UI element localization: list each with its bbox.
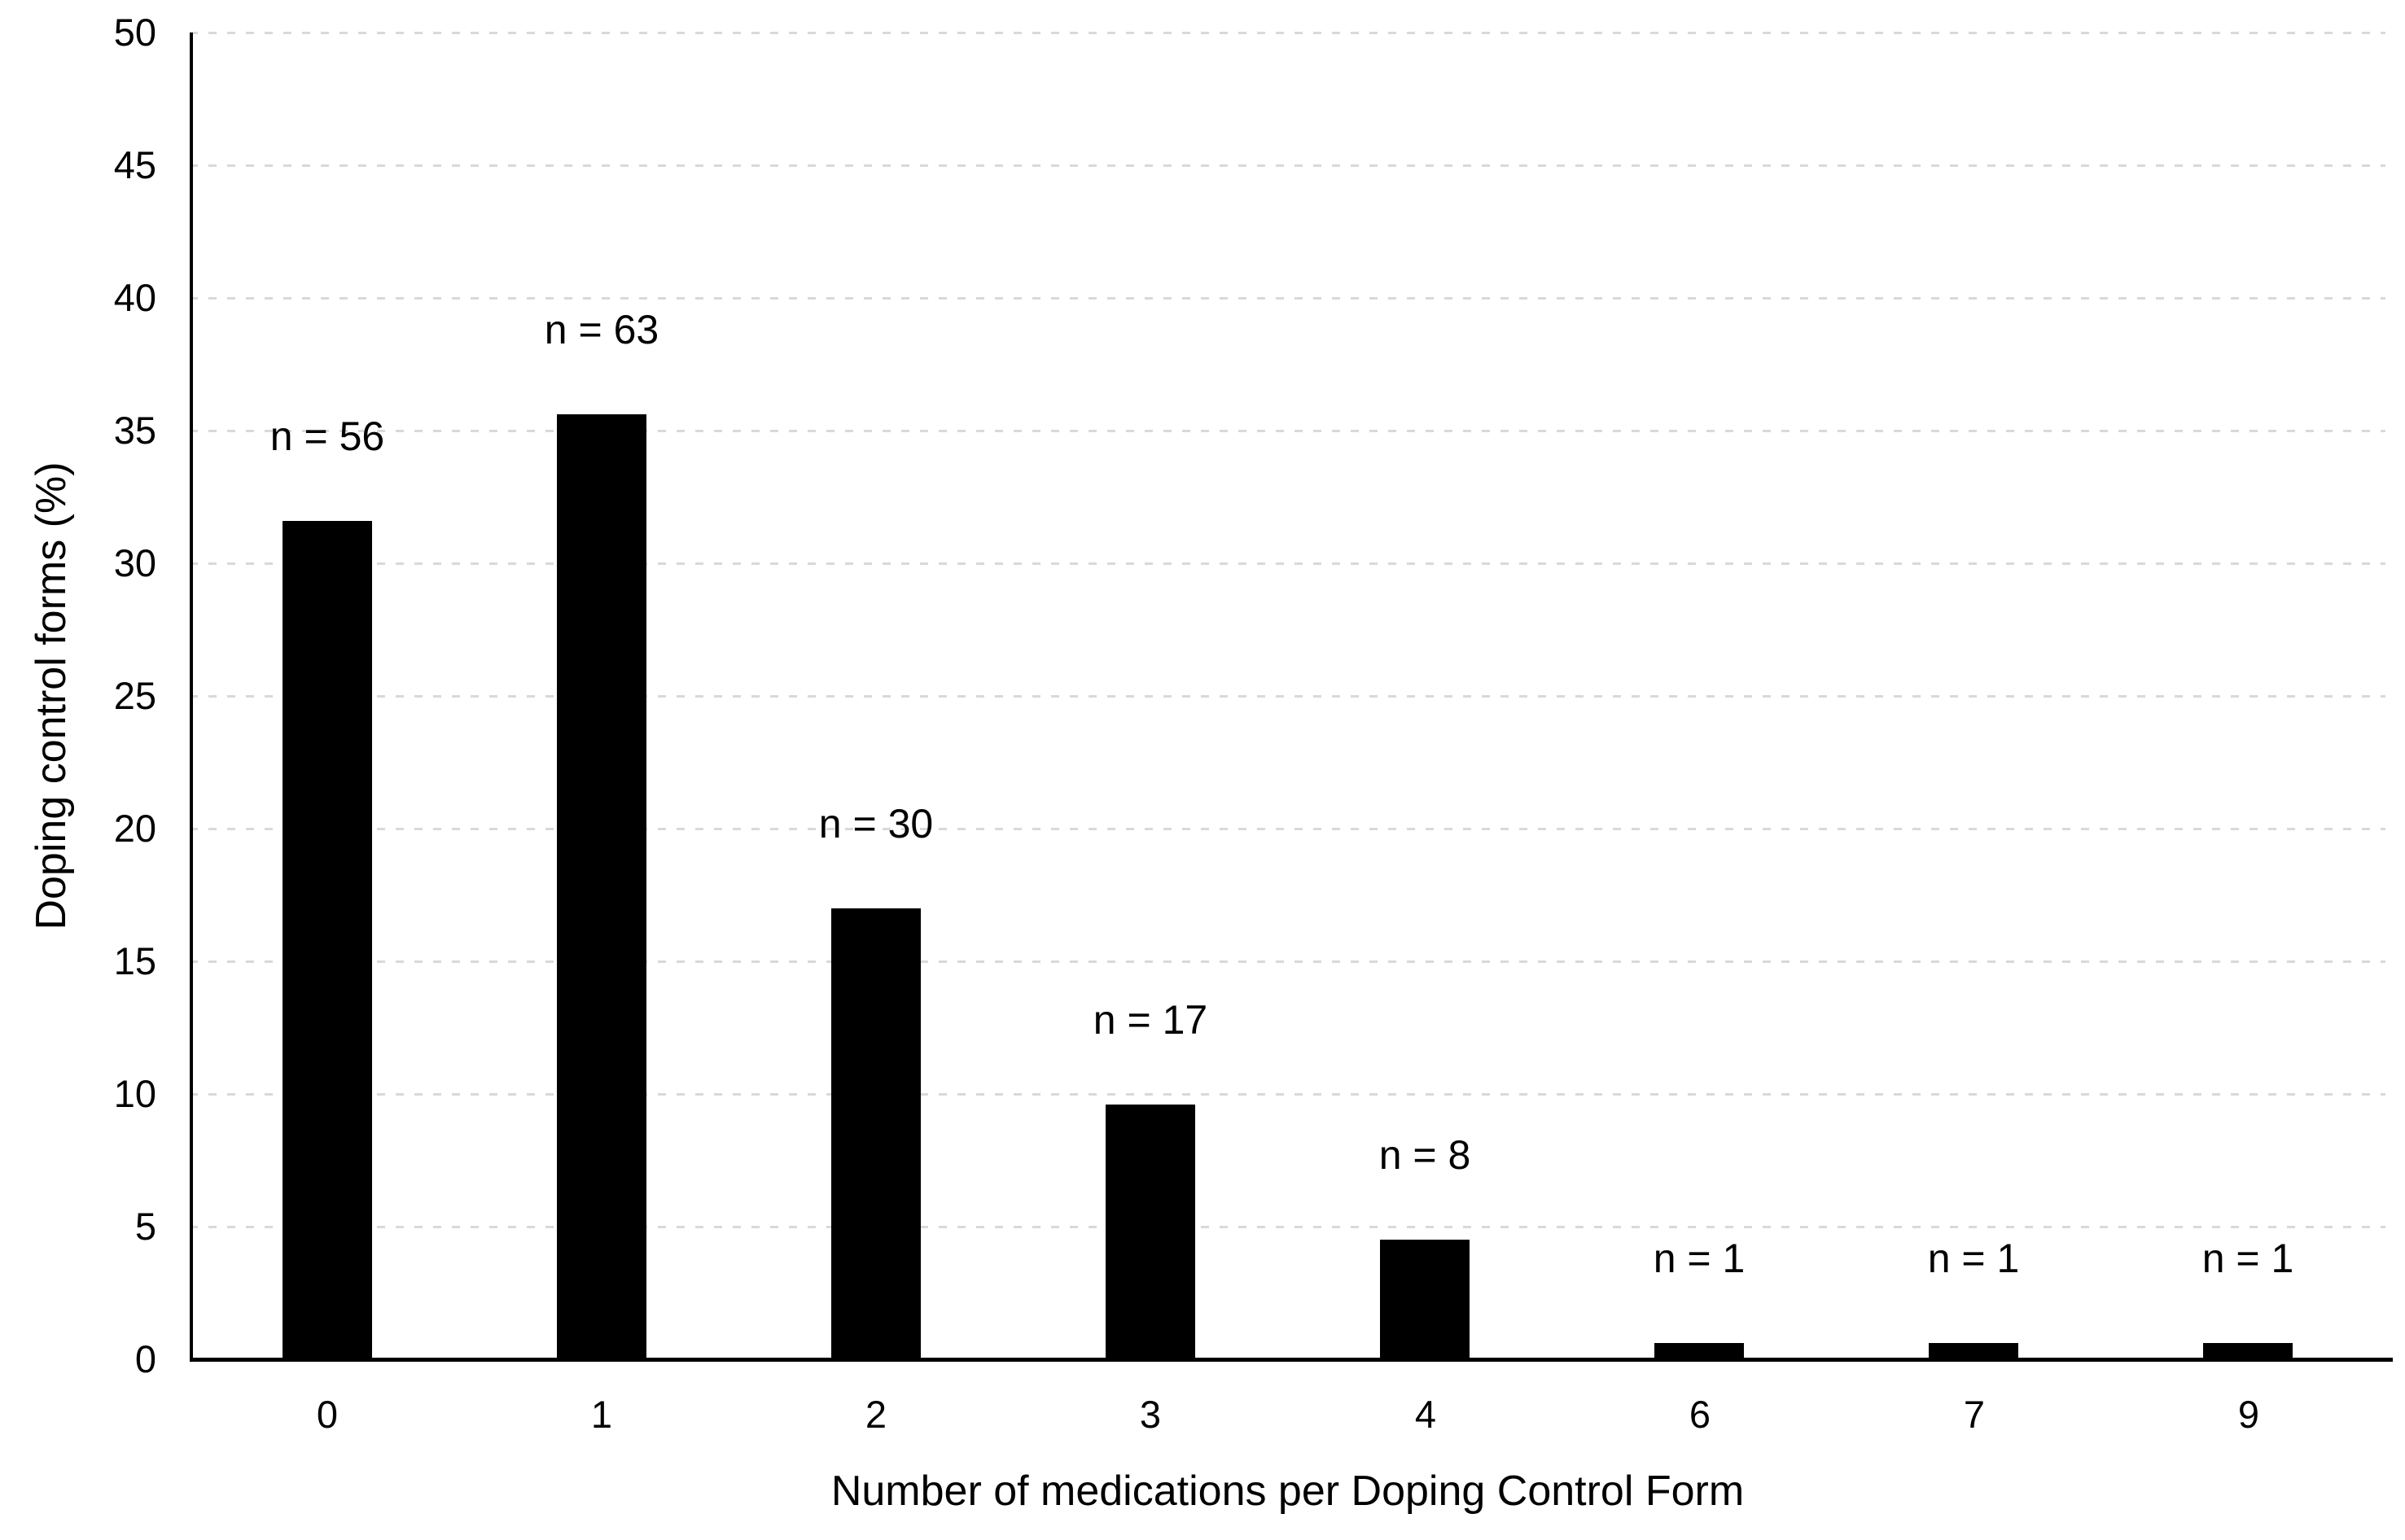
gridline-10 (190, 1093, 2385, 1096)
bar-category-3 (1106, 1105, 1195, 1359)
bar-category-0 (283, 521, 372, 1359)
bar-category-4 (1380, 1240, 1470, 1359)
x-tick-label-2: 2 (865, 1393, 887, 1436)
bar-category-1 (557, 414, 646, 1359)
bar-category-9 (2203, 1343, 2293, 1359)
x-tick-label-9: 9 (2237, 1393, 2260, 1436)
bar-data-label-1: n = 63 (544, 307, 659, 352)
bar-category-2 (831, 908, 921, 1359)
y-tick-label-35: 35 (113, 409, 156, 452)
y-tick-label-25: 25 (113, 674, 156, 717)
bar-data-label-4: n = 8 (1378, 1132, 1471, 1178)
y-tick-label-45: 45 (113, 143, 156, 186)
x-tick-label-1: 1 (590, 1393, 613, 1436)
y-tick-label-0: 0 (134, 1337, 156, 1380)
y-tick-label-40: 40 (113, 276, 156, 319)
y-tick-label-15: 15 (113, 939, 156, 982)
gridline-15 (190, 960, 2385, 963)
bar-category-7 (1929, 1343, 2018, 1359)
y-tick-label-5: 5 (134, 1205, 156, 1248)
gridline-45 (190, 164, 2385, 167)
gridline-35 (190, 430, 2385, 432)
bar-data-label-0: n = 56 (269, 413, 385, 459)
gridline-50 (190, 32, 2385, 34)
bar-data-label-3: n = 17 (1093, 997, 1208, 1043)
x-tick-label-7: 7 (1963, 1393, 1986, 1436)
plot-area: n = 56 n = 63 n = 30 n = 17 n = 8 n = 1 n = 1 n… (190, 32, 2385, 1359)
bar-data-label-7: n = 1 (1927, 1236, 2020, 1281)
gridline-30 (190, 562, 2385, 565)
x-axis-line (190, 1358, 2393, 1362)
gridline-40 (190, 297, 2385, 300)
gridline-20 (190, 828, 2385, 830)
y-tick-label-30: 30 (113, 541, 156, 584)
bar-data-label-6: n = 1 (1653, 1236, 1746, 1281)
bar-data-label-9: n = 1 (2201, 1236, 2294, 1281)
y-tick-label-10: 10 (113, 1072, 156, 1115)
y-axis-line (190, 33, 193, 1361)
x-axis-title: Number of medications per Doping Control… (830, 1468, 1745, 1515)
bar-category-6 (1654, 1343, 1744, 1359)
bar-data-label-2: n = 30 (818, 801, 934, 847)
x-tick-label-0: 0 (316, 1393, 339, 1436)
gridline-5 (190, 1226, 2385, 1228)
x-tick-label-4: 4 (1414, 1393, 1437, 1436)
x-tick-label-3: 3 (1139, 1393, 1162, 1436)
x-tick-label-6: 6 (1689, 1393, 1711, 1436)
y-tick-label-50: 50 (113, 11, 156, 54)
gridline-25 (190, 695, 2385, 698)
y-tick-label-20: 20 (113, 807, 156, 850)
